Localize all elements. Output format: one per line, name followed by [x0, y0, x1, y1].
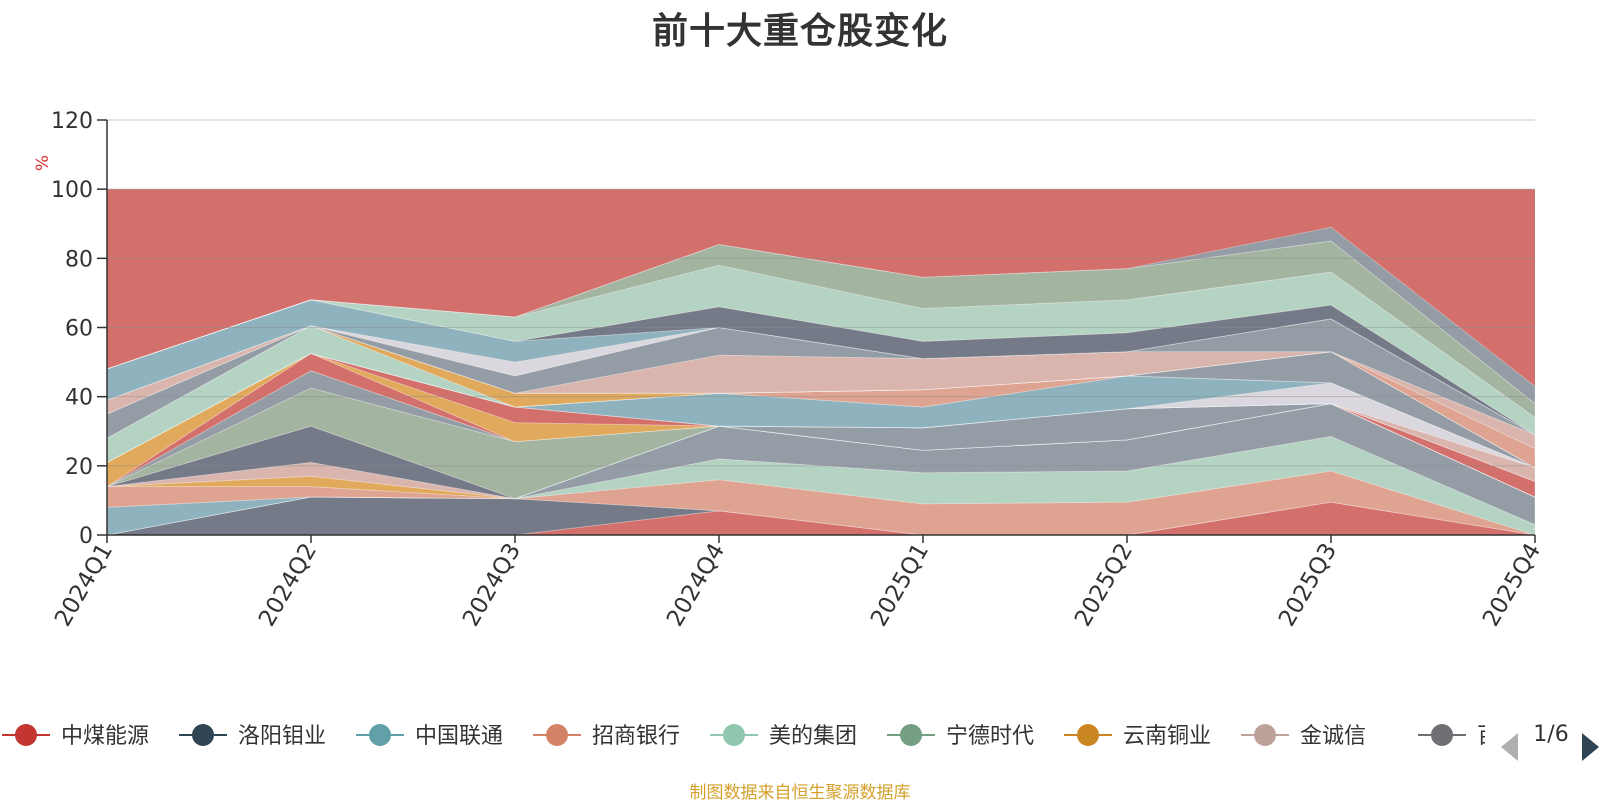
y-tick-label: 40: [65, 386, 93, 411]
legend-label: 洛阳钼业: [238, 724, 326, 749]
source-note: 制图数据来自恒生聚源数据库: [689, 783, 911, 803]
legend-next-icon[interactable]: [1582, 733, 1599, 761]
legend-item[interactable]: 洛阳钼业: [179, 724, 326, 749]
area-layer-17: [106, 353, 1536, 468]
x-tick-label: 2025Q3: [1274, 539, 1342, 631]
legend-label: 云南铜业: [1123, 724, 1211, 749]
x-tick-label: 2024Q2: [254, 539, 322, 631]
x-tick-label: 2024Q1: [50, 539, 118, 631]
x-tick-label: 2024Q3: [458, 539, 526, 631]
legend-label: 招商银行: [592, 724, 680, 749]
area-layer-20: [106, 351, 1536, 468]
x-tick-label: 2024Q4: [662, 539, 730, 631]
legend-item[interactable]: 招商银行: [533, 724, 680, 749]
y-tick-label: 0: [79, 524, 93, 549]
legend-item[interactable]: 金诚信: [1241, 724, 1366, 749]
area-layer-32: [106, 226, 1536, 405]
legend-item[interactable]: 云南铜业: [1064, 724, 1211, 749]
legend-item[interactable]: 中煤能源: [2, 724, 149, 749]
legend-marker: [15, 724, 37, 746]
legend-label: 百洋: [1477, 724, 1521, 749]
area-layer-4: [106, 436, 1536, 536]
x-tick-label: 2025Q2: [1070, 539, 1138, 631]
y-tick-label: 20: [65, 455, 93, 480]
y-tick-label: 120: [51, 109, 93, 134]
legend-label: 美的集团: [769, 724, 857, 749]
y-tick-label: 60: [65, 317, 93, 342]
area-layer-13: [106, 352, 1536, 498]
legend-prev-icon[interactable]: [1501, 733, 1518, 761]
legend-label: 中煤能源: [61, 724, 149, 749]
legend-item[interactable]: 百洋: [1418, 724, 1521, 749]
legend-marker: [900, 724, 922, 746]
legend-marker: [723, 724, 745, 746]
x-tick-label: 2025Q1: [866, 539, 934, 631]
area-layer-16: [106, 353, 1536, 482]
legend-label: 金诚信: [1300, 724, 1366, 749]
y-tick-label: 80: [65, 247, 93, 272]
y-axis-label: %: [33, 155, 53, 171]
legend-page-indicator: 1/6: [1533, 722, 1568, 747]
y-tick-label: 100: [51, 178, 93, 203]
legend-marker: [1077, 724, 1099, 746]
legend-item[interactable]: 美的集团: [710, 724, 857, 749]
legend-label: 宁德时代: [946, 724, 1034, 749]
legend-marker: [546, 724, 568, 746]
area-layer-31: [106, 240, 1536, 419]
area-layer-5: [106, 403, 1536, 536]
legend-item[interactable]: 中国联通: [356, 724, 503, 749]
x-tick-label: 2025Q4: [1478, 539, 1546, 631]
legend-marker: [369, 724, 391, 746]
legend-marker: [192, 724, 214, 746]
legend-marker: [1431, 724, 1453, 746]
legend-marker: [1254, 724, 1276, 746]
legend-item[interactable]: 宁德时代: [887, 724, 1034, 749]
legend-label: 中国联通: [415, 724, 503, 749]
chart-title: 前十大重仓股变化: [651, 11, 948, 52]
